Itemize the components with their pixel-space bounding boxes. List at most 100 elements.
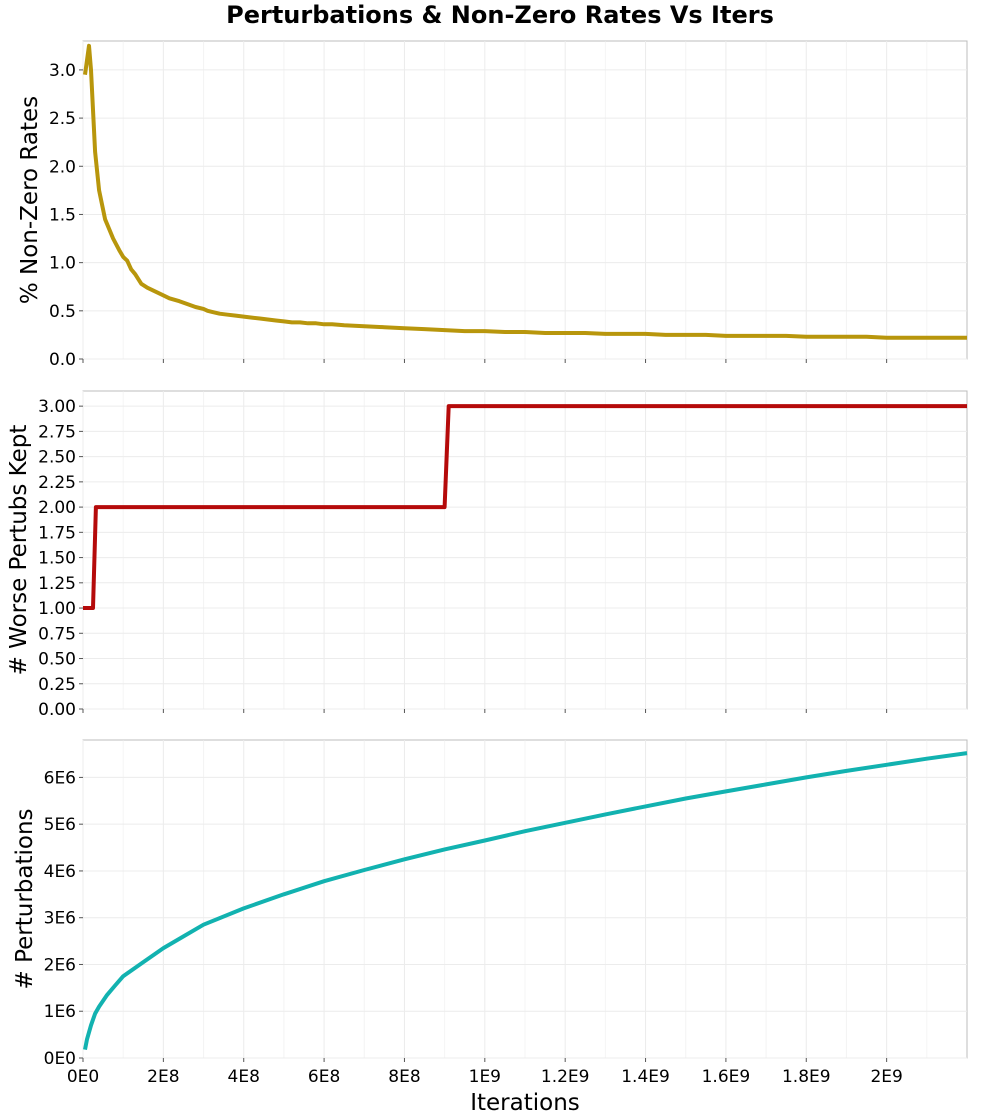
data-point <box>194 306 197 309</box>
data-point <box>966 336 969 339</box>
y-tick-label: 1.75 <box>38 523 76 543</box>
y-tick-label: 0.25 <box>38 675 76 695</box>
data-point <box>343 324 346 327</box>
data-point <box>564 821 567 824</box>
data-point <box>403 858 406 861</box>
chart-title: Perturbations & Non-Zero Rates Vs Iters <box>226 1 774 29</box>
data-point <box>323 323 326 326</box>
x-tick-label: 8E8 <box>388 1067 420 1087</box>
data-point <box>242 315 245 318</box>
data-point <box>274 319 277 322</box>
y-tick-label: 3.00 <box>38 397 76 417</box>
data-point <box>966 405 969 408</box>
x-axis-label: Iterations <box>470 1090 580 1116</box>
panel-perturbations: 0E0 1E6 2E6 3E6 4E6 5E6 6E6 # Perturbations <box>12 739 969 1069</box>
data-point <box>564 332 567 335</box>
y-tick-label: 2E6 <box>44 955 76 975</box>
data-point <box>258 317 261 320</box>
data-point <box>483 839 486 842</box>
data-point <box>122 255 125 258</box>
data-point <box>785 334 788 337</box>
data-point <box>765 783 768 786</box>
x-tick-label: 1.8E9 <box>782 1067 831 1087</box>
data-point <box>865 335 868 338</box>
data-point <box>122 975 125 978</box>
data-point <box>104 218 107 221</box>
data-point <box>84 1048 87 1051</box>
data-point <box>966 752 969 755</box>
data-point <box>108 227 111 230</box>
y-tick-label: 0.75 <box>38 624 76 644</box>
data-point <box>745 334 748 337</box>
data-point <box>704 333 707 336</box>
data-point <box>226 313 229 316</box>
data-point <box>684 333 687 336</box>
data-point <box>503 331 506 334</box>
data-point <box>925 757 928 760</box>
data-point <box>218 312 221 315</box>
data-point <box>483 330 486 333</box>
data-point <box>242 907 245 910</box>
data-point <box>604 813 607 816</box>
data-point <box>98 1005 101 1008</box>
data-point <box>90 68 93 71</box>
x-tick-label: 1.6E9 <box>702 1067 751 1087</box>
data-point <box>443 506 446 509</box>
data-point <box>142 961 145 964</box>
data-point <box>146 286 149 289</box>
y-tick-label: 0.5 <box>49 302 76 322</box>
data-point <box>162 947 165 950</box>
data-point <box>234 314 237 317</box>
data-point <box>805 776 808 779</box>
x-tick-label: 1E9 <box>469 1067 501 1087</box>
data-point <box>443 329 446 332</box>
y-tick-label: 5E6 <box>44 815 76 835</box>
data-point <box>282 893 285 896</box>
y-axis-label-nonzero: % Non-Zero Rates <box>17 96 43 304</box>
data-point <box>544 332 547 335</box>
y-tick-label: 2.0 <box>49 157 76 177</box>
y-tick-label: 1E6 <box>44 1002 76 1022</box>
data-point <box>299 321 302 324</box>
y-tick-label: 1.50 <box>38 549 76 569</box>
data-point <box>152 289 155 292</box>
data-point <box>210 310 213 313</box>
panel-nonzero-rates: 0.0 0.5 1.0 1.5 2.0 2.5 3.0 % Non-Zero Rates <box>17 40 969 370</box>
x-tick-label: 4E8 <box>228 1067 260 1087</box>
x-tick-label: 0E0 <box>67 1067 99 1087</box>
y-tick-label: 6E6 <box>44 768 76 788</box>
x-tick-label: 1.2E9 <box>541 1067 590 1087</box>
data-point <box>624 332 627 335</box>
data-point <box>363 869 366 872</box>
data-point <box>94 150 97 153</box>
data-point <box>315 322 318 325</box>
y-tick-label: 2.5 <box>49 109 76 129</box>
data-point <box>885 336 888 339</box>
data-point <box>331 323 334 326</box>
data-point <box>178 300 181 303</box>
data-point <box>114 984 117 987</box>
y-tick-label: 4E6 <box>44 862 76 882</box>
data-point <box>805 335 808 338</box>
data-point <box>92 607 95 610</box>
data-point <box>423 328 426 331</box>
x-tick-label: 6E8 <box>308 1067 340 1087</box>
data-point <box>182 935 185 938</box>
data-point <box>584 332 587 335</box>
data-point <box>160 293 163 296</box>
data-point <box>82 607 85 610</box>
data-point <box>86 1038 89 1041</box>
data-point <box>443 848 446 851</box>
data-point <box>94 1012 97 1015</box>
y-tick-label: 0.0 <box>49 350 76 370</box>
data-point <box>202 307 205 310</box>
data-point <box>90 1024 93 1027</box>
data-point <box>724 790 727 793</box>
data-point <box>140 282 143 285</box>
data-point <box>250 316 253 319</box>
data-point <box>825 335 828 338</box>
data-point <box>664 333 667 336</box>
series-line-perturb <box>83 751 968 1050</box>
y-tick-label: 1.25 <box>38 574 76 594</box>
